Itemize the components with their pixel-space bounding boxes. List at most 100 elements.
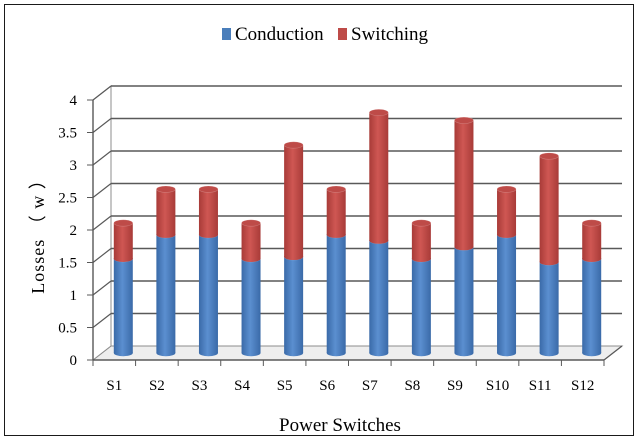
bar-conduction-s10 <box>496 231 517 357</box>
bar-bottom <box>582 349 602 357</box>
bar-conduction-s6 <box>326 231 347 357</box>
y-tick-label: 1.5 <box>58 256 77 272</box>
x-tick-label: S12 <box>571 378 594 394</box>
bar-switching-s1 <box>113 219 134 262</box>
bar-switching-s11 <box>539 152 559 266</box>
gridline-depth <box>92 150 112 166</box>
bar-body <box>284 256 304 353</box>
bar-switching-s4 <box>241 219 261 262</box>
bar-top <box>326 185 347 193</box>
bar-bottom <box>369 349 389 357</box>
bar-switching-s9 <box>454 116 474 251</box>
legend: Conduction Switching <box>222 24 429 45</box>
bar-conduction-s11 <box>539 258 559 357</box>
gridline-depth <box>92 313 112 328</box>
bar-body <box>241 223 261 259</box>
bar-top <box>283 141 304 149</box>
legend-label-conduction: Conduction <box>235 24 324 45</box>
x-tick-label: S3 <box>192 378 208 394</box>
bar-top <box>156 185 176 193</box>
bar-bottom <box>113 349 133 357</box>
bar-bottom <box>241 349 261 357</box>
bar-body <box>326 234 346 353</box>
bar-bottom <box>411 349 431 357</box>
bar-conduction-s8 <box>411 255 432 357</box>
bar-body <box>369 112 389 241</box>
bars <box>113 109 602 357</box>
bar-switching-s3 <box>198 185 219 238</box>
x-tick-label: S5 <box>277 378 293 394</box>
gridlines <box>92 85 622 328</box>
bar-switching-s12 <box>581 219 602 262</box>
bar-body <box>156 234 176 353</box>
bar-bottom <box>156 349 176 357</box>
bar-switching-s5 <box>283 141 304 260</box>
bar-bottom <box>369 237 389 244</box>
x-tick-label: S6 <box>319 378 335 394</box>
bar-bottom <box>241 255 261 262</box>
axes: 0 0.5 1 1.5 2 2.5 3 3.5 4 S1 S2 S3 S4 S5 S6 S7 S8 S9 S10 S1… <box>58 93 623 394</box>
bar-top <box>241 219 261 227</box>
bar-conduction-s12 <box>581 255 602 357</box>
bar-bottom <box>582 255 602 262</box>
x-tick-label: S2 <box>149 378 165 394</box>
bar-body <box>582 258 602 353</box>
bar-switching-s6 <box>326 185 347 238</box>
bar-body <box>539 156 559 262</box>
gridline-depth <box>92 85 112 101</box>
bar-body <box>454 120 474 248</box>
bar-bottom <box>198 231 218 238</box>
bar-bottom <box>539 349 559 357</box>
bar-bottom <box>284 349 304 357</box>
bar-bottom <box>454 349 474 357</box>
bar-body <box>113 223 133 259</box>
bar-top <box>539 152 559 160</box>
bar-conduction-s4 <box>241 255 261 357</box>
bar-conduction-s5 <box>283 253 304 357</box>
bar-switching-s2 <box>156 185 176 238</box>
bar-bottom <box>497 231 517 238</box>
bar-bottom <box>198 349 218 357</box>
x-tick-label: S9 <box>447 378 463 394</box>
bar-bottom <box>284 253 304 260</box>
legend-swatch-switching <box>338 28 347 40</box>
y-tick-label: 1 <box>70 288 78 304</box>
bar-conduction-s7 <box>368 237 389 357</box>
x-tick-label: S7 <box>362 378 378 394</box>
floor-edge <box>603 345 623 361</box>
bar-body <box>411 258 431 353</box>
bar-body <box>198 189 218 235</box>
bar-conduction-s1 <box>113 255 134 357</box>
y-tick-label: 2 <box>70 223 78 239</box>
y-tick-label: 3 <box>70 158 78 174</box>
x-tick-label: S1 <box>106 378 122 394</box>
bar-bottom <box>497 349 517 357</box>
bar-bottom <box>156 231 176 238</box>
bar-body <box>411 223 431 259</box>
bar-bottom <box>326 231 346 238</box>
bar-top <box>496 185 517 193</box>
gridline-depth <box>92 183 112 198</box>
bar-body <box>497 234 517 353</box>
gridline-depth <box>92 248 112 263</box>
bar-bottom <box>113 255 133 262</box>
bar-top <box>411 219 432 227</box>
bar-body <box>454 247 474 353</box>
bar-body <box>497 189 517 235</box>
legend-label-switching: Switching <box>351 24 429 45</box>
y-tick-label: 0 <box>70 353 78 369</box>
y-axis-title: Losses （ w ） <box>28 170 48 294</box>
axis-labels: Power Switches Losses （ w ） <box>28 170 401 436</box>
x-tick-label: S10 <box>486 378 509 394</box>
bar-switching-s10 <box>496 185 517 238</box>
bar-body <box>369 240 389 353</box>
y-tick-label: 2.5 <box>58 191 77 207</box>
bar-top <box>113 219 134 227</box>
bar-bottom <box>411 255 431 262</box>
y-tick-label: 0.5 <box>58 321 77 337</box>
bar-top <box>581 219 602 227</box>
gridline-depth <box>92 280 112 296</box>
y-tick-label: 4 <box>70 93 78 109</box>
bar-top <box>454 116 474 124</box>
